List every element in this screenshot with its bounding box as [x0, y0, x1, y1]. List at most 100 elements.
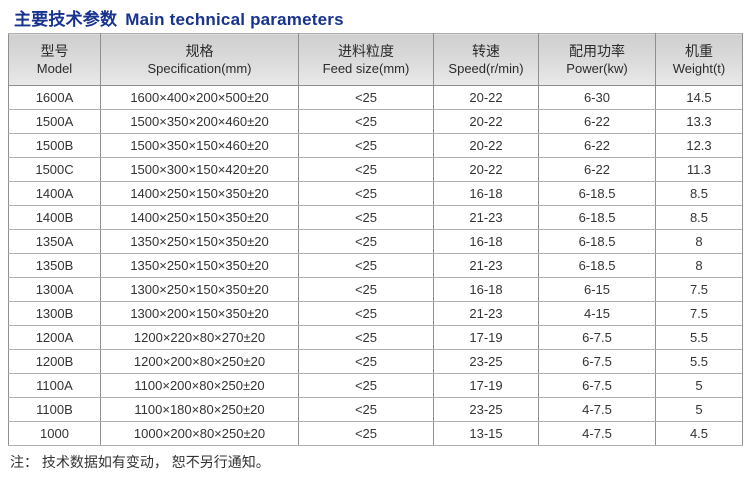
table-cell: 6-18.5	[538, 205, 656, 230]
page-title-en: Main technical parameters	[125, 10, 344, 29]
table-body: 1600A 1600×400×200×500±20 <25 20-22 6-30 14.5…	[8, 85, 743, 446]
table-row: 1200A 1200×220×80×270±20 <25 17-19 6-7.5 5.5	[8, 325, 743, 350]
table-cell: 4-15	[538, 301, 656, 326]
table-cell: 4.5	[655, 421, 743, 446]
table-cell: 5	[655, 397, 743, 422]
table-cell: 17-19	[433, 325, 539, 350]
table-cell: 6-7.5	[538, 325, 656, 350]
table-cell: <25	[298, 133, 434, 158]
table-cell: 1400A	[8, 181, 101, 206]
table-cell: <25	[298, 205, 434, 230]
table-row: 1500B 1500×350×150×460±20 <25 20-22 6-22 12.3	[8, 133, 743, 158]
table-cell: 13-15	[433, 421, 539, 446]
footnote: 注： 技术数据如有变动， 恕不另行通知。	[10, 454, 270, 470]
page-title-zh: 主要技术参数	[14, 10, 118, 29]
table-cell: 6-22	[538, 133, 656, 158]
table-cell: <25	[298, 349, 434, 374]
table-cell: 1200A	[8, 325, 101, 350]
table-cell: 20-22	[433, 157, 539, 182]
table-cell: 1100×180×80×250±20	[100, 397, 299, 422]
header-cell-specification: 规格 Specification(mm)	[100, 33, 299, 86]
table-cell: 1100A	[8, 373, 101, 398]
header-weight-zh: 机重	[685, 42, 713, 59]
header-specification-en: Specification(mm)	[147, 61, 252, 77]
table-cell: <25	[298, 277, 434, 302]
table-cell: 7.5	[655, 277, 743, 302]
table-cell: 16-18	[433, 229, 539, 254]
table-cell: 6-18.5	[538, 229, 656, 254]
table-cell: 6-30	[538, 85, 656, 110]
table-cell: 1400×250×150×350±20	[100, 205, 299, 230]
table-cell: 1000×200×80×250±20	[100, 421, 299, 446]
header-specification-zh: 规格	[185, 42, 214, 59]
table-cell: 1300B	[8, 301, 101, 326]
page-title: 主要技术参数 Main technical parameters	[14, 5, 344, 30]
table-cell: 1400B	[8, 205, 101, 230]
table-cell: <25	[298, 325, 434, 350]
table-cell: <25	[298, 301, 434, 326]
table-cell: 8.5	[655, 205, 743, 230]
header-power-en: Power(kw)	[566, 61, 628, 77]
table-cell: 14.5	[655, 85, 743, 110]
table-cell: 5	[655, 373, 743, 398]
header-model-zh: 型号	[40, 42, 69, 59]
table-cell: 6-18.5	[538, 181, 656, 206]
table-cell: 1300×250×150×350±20	[100, 277, 299, 302]
header-speed-zh: 转速	[472, 42, 500, 59]
header-cell-feed-size: 进料粒度 Feed size(mm)	[298, 33, 434, 86]
table-cell: 6-18.5	[538, 253, 656, 278]
table-header-row: 型号 Model 规格 Specification(mm) 进料粒度 Feed …	[8, 33, 743, 86]
table-cell: 20-22	[433, 133, 539, 158]
table-cell: 1200×200×80×250±20	[100, 349, 299, 374]
table-cell: 16-18	[433, 277, 539, 302]
table-cell: 21-23	[433, 301, 539, 326]
table-cell: 1100×200×80×250±20	[100, 373, 299, 398]
table-cell: <25	[298, 397, 434, 422]
table-row: 1600A 1600×400×200×500±20 <25 20-22 6-30 14.5	[8, 85, 743, 110]
header-cell-weight: 机重 Weight(t)	[655, 33, 743, 86]
table-cell: 1300A	[8, 277, 101, 302]
table-cell: 1000	[8, 421, 101, 446]
table-row: 1200B 1200×200×80×250±20 <25 23-25 6-7.5 5.5	[8, 349, 743, 374]
table-cell: 8	[655, 253, 743, 278]
header-power-zh: 配用功率	[569, 42, 625, 59]
table-cell: 5.5	[655, 325, 743, 350]
table-cell: 11.3	[655, 157, 743, 182]
table-row: 1000 1000×200×80×250±20 <25 13-15 4-7.5 4.5	[8, 421, 743, 446]
table-cell: 1200×220×80×270±20	[100, 325, 299, 350]
table-cell: 1300×200×150×350±20	[100, 301, 299, 326]
table-cell: 1500×350×200×460±20	[100, 109, 299, 134]
table-cell: 6-22	[538, 109, 656, 134]
table-cell: 12.3	[655, 133, 743, 158]
table-cell: 1500×350×150×460±20	[100, 133, 299, 158]
table-cell: <25	[298, 109, 434, 134]
table-row: 1350B 1350×250×150×350±20 <25 21-23 6-18.5 8	[8, 253, 743, 278]
table-row: 1500C 1500×300×150×420±20 <25 20-22 6-22 11.3	[8, 157, 743, 182]
table-cell: 1200B	[8, 349, 101, 374]
header-cell-power: 配用功率 Power(kw)	[538, 33, 656, 86]
table-cell: 6-22	[538, 157, 656, 182]
table-cell: 1350A	[8, 229, 101, 254]
table-cell: <25	[298, 181, 434, 206]
table-cell: 6-15	[538, 277, 656, 302]
header-feed-size-zh: 进料粒度	[338, 42, 394, 59]
table-cell: 6-7.5	[538, 373, 656, 398]
table-cell: 23-25	[433, 397, 539, 422]
table-cell: 4-7.5	[538, 397, 656, 422]
table-cell: 17-19	[433, 373, 539, 398]
header-model-en: Model	[36, 61, 73, 77]
table-cell: 1500B	[8, 133, 101, 158]
table-cell: 21-23	[433, 205, 539, 230]
table-cell: 13.3	[655, 109, 743, 134]
table-row: 1400B 1400×250×150×350±20 <25 21-23 6-18.5 8.…	[8, 205, 743, 230]
table-row: 1500A 1500×350×200×460±20 <25 20-22 6-22 13.3	[8, 109, 743, 134]
table-cell: 21-23	[433, 253, 539, 278]
header-weight-en: Weight(t)	[672, 61, 726, 77]
table-cell: 6-7.5	[538, 349, 656, 374]
table-row: 1300B 1300×200×150×350±20 <25 21-23 4-15 7.5	[8, 301, 743, 326]
table-cell: 1350×250×150×350±20	[100, 253, 299, 278]
table-cell: 16-18	[433, 181, 539, 206]
table-cell: 8	[655, 229, 743, 254]
table-header: 型号 Model 规格 Specification(mm) 进料粒度 Feed …	[8, 33, 743, 86]
table-cell: 23-25	[433, 349, 539, 374]
